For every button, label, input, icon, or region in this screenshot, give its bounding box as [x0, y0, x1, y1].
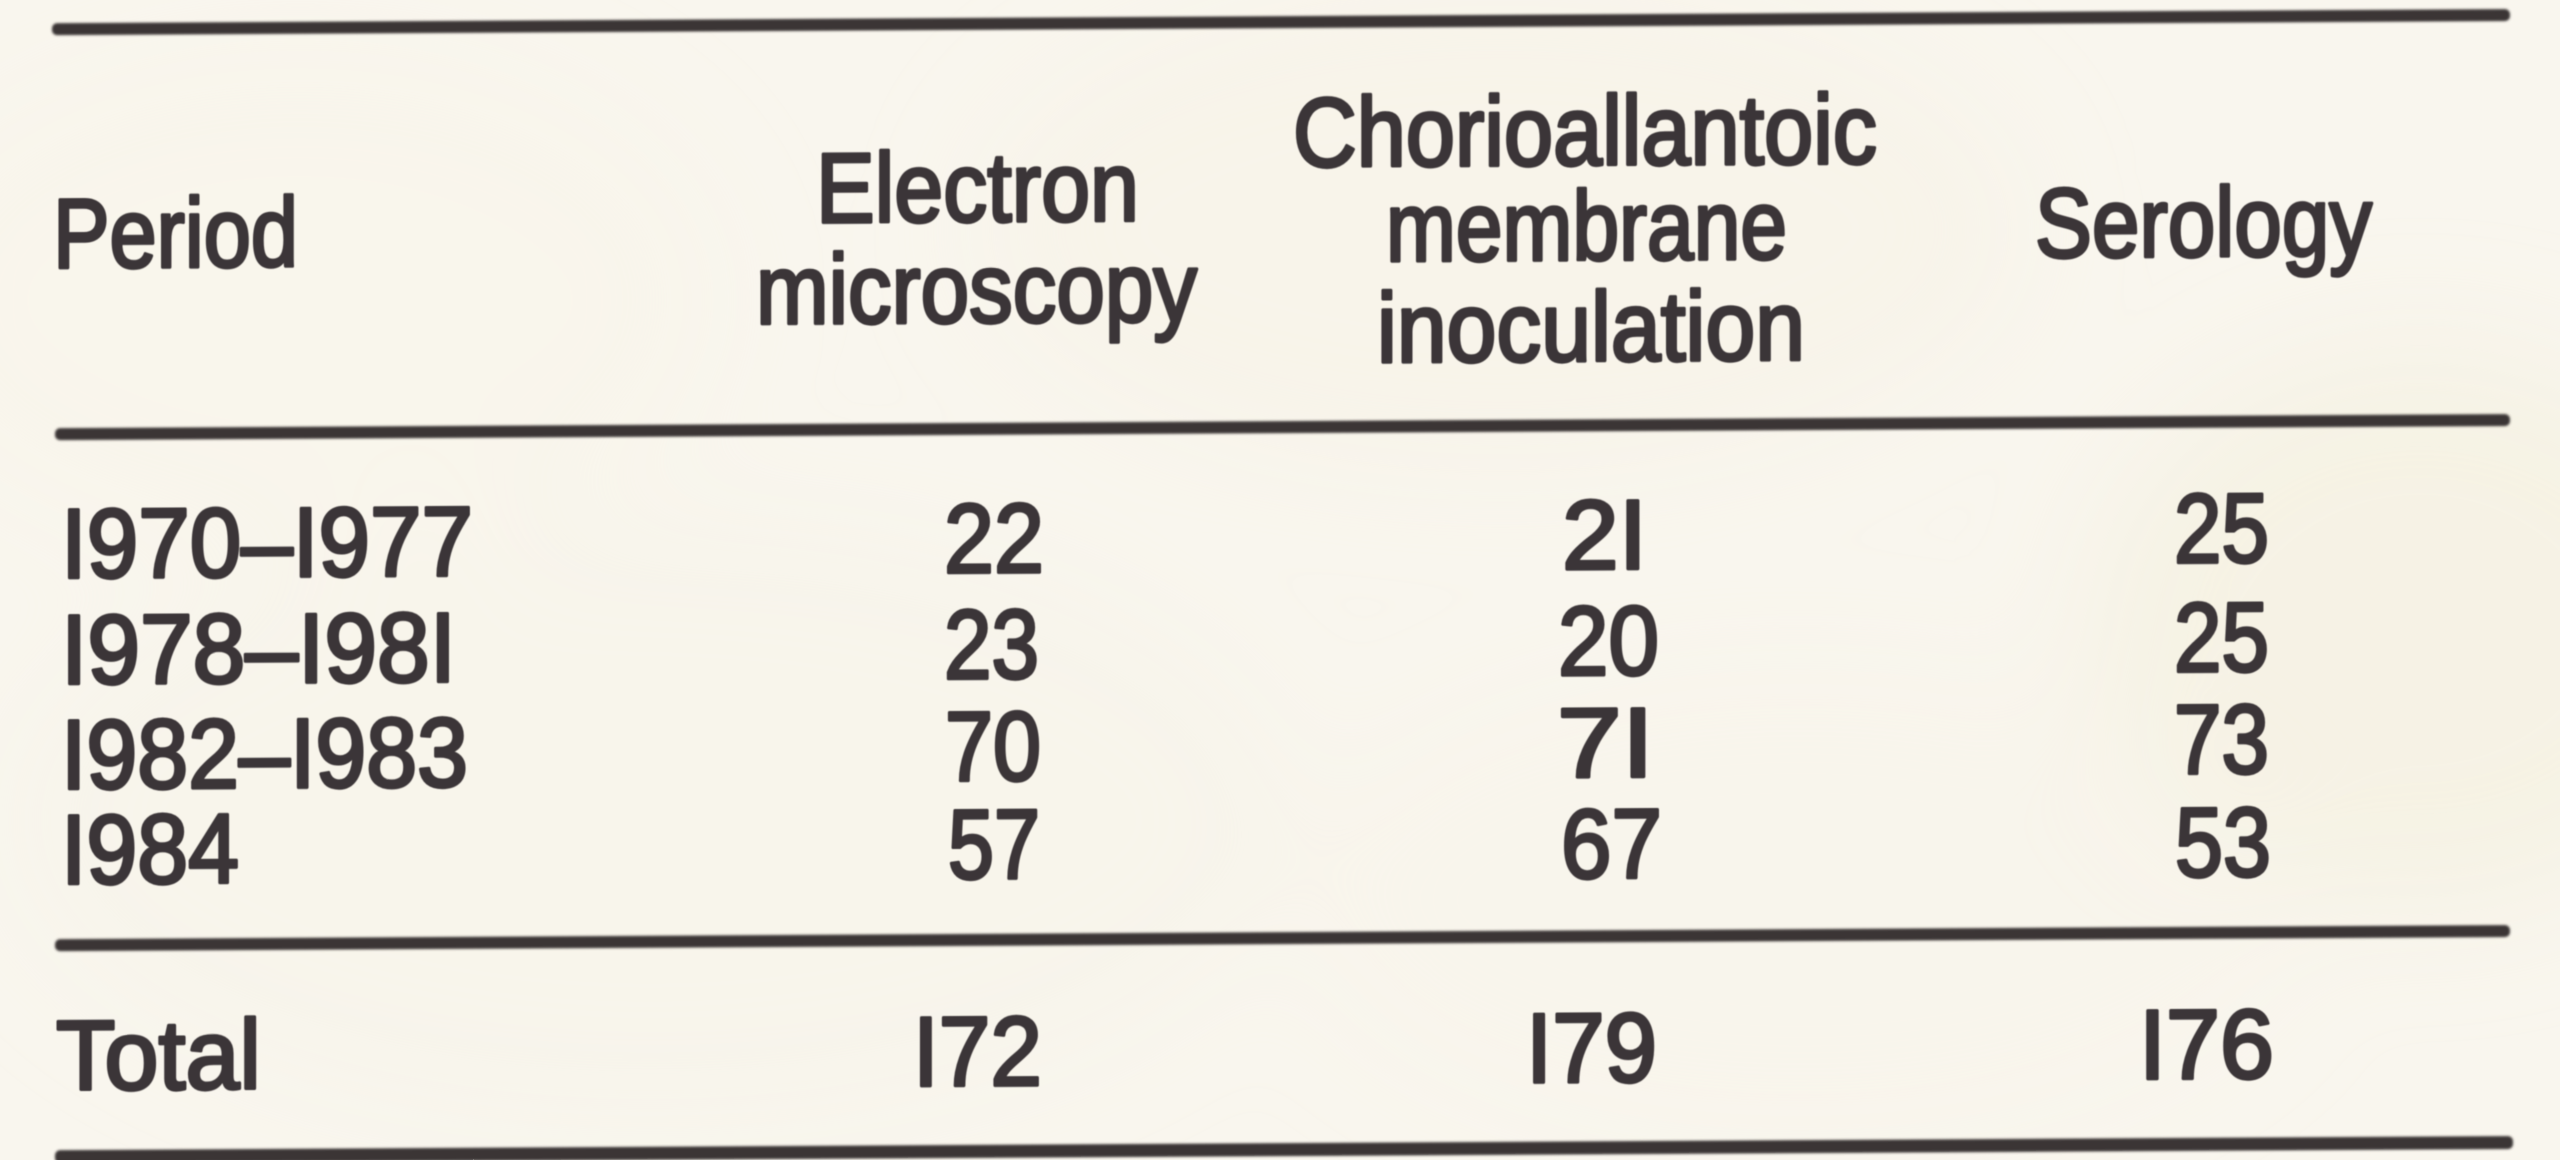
svg-text:Serology: Serology	[2035, 166, 2372, 278]
svg-text:70: 70	[945, 691, 1041, 802]
svg-text:inoculation: inoculation	[1377, 271, 1805, 383]
svg-text:73: 73	[2174, 684, 2269, 795]
svg-text:microscopy: microscopy	[756, 232, 1197, 345]
svg-text:Electron: Electron	[816, 131, 1139, 243]
svg-text:I984: I984	[61, 794, 239, 905]
svg-text:Chorioallantoic: Chorioallantoic	[1293, 74, 1877, 187]
svg-text:20: 20	[1558, 585, 1659, 696]
svg-text:Period: Period	[53, 177, 298, 288]
svg-text:Total: Total	[56, 999, 261, 1110]
svg-text:23: 23	[944, 589, 1039, 700]
svg-text:53: 53	[2175, 787, 2271, 898]
svg-text:I76: I76	[2139, 989, 2274, 1100]
svg-text:57: 57	[948, 789, 1040, 900]
svg-text:22: 22	[944, 483, 1044, 594]
svg-text:2I: 2I	[1562, 480, 1647, 590]
svg-text:25: 25	[2174, 582, 2269, 693]
svg-text:I79: I79	[1526, 992, 1657, 1103]
svg-text:I978–I98I: I978–I98I	[61, 592, 456, 704]
svg-text:7I: 7I	[1557, 687, 1654, 798]
svg-text:membrane: membrane	[1386, 170, 1787, 282]
svg-text:I72: I72	[913, 996, 1042, 1107]
svg-text:67: 67	[1561, 788, 1662, 899]
svg-text:I970–I977: I970–I977	[61, 486, 473, 598]
svg-text:25: 25	[2174, 473, 2269, 584]
svg-text:I982–I983: I982–I983	[61, 697, 468, 809]
